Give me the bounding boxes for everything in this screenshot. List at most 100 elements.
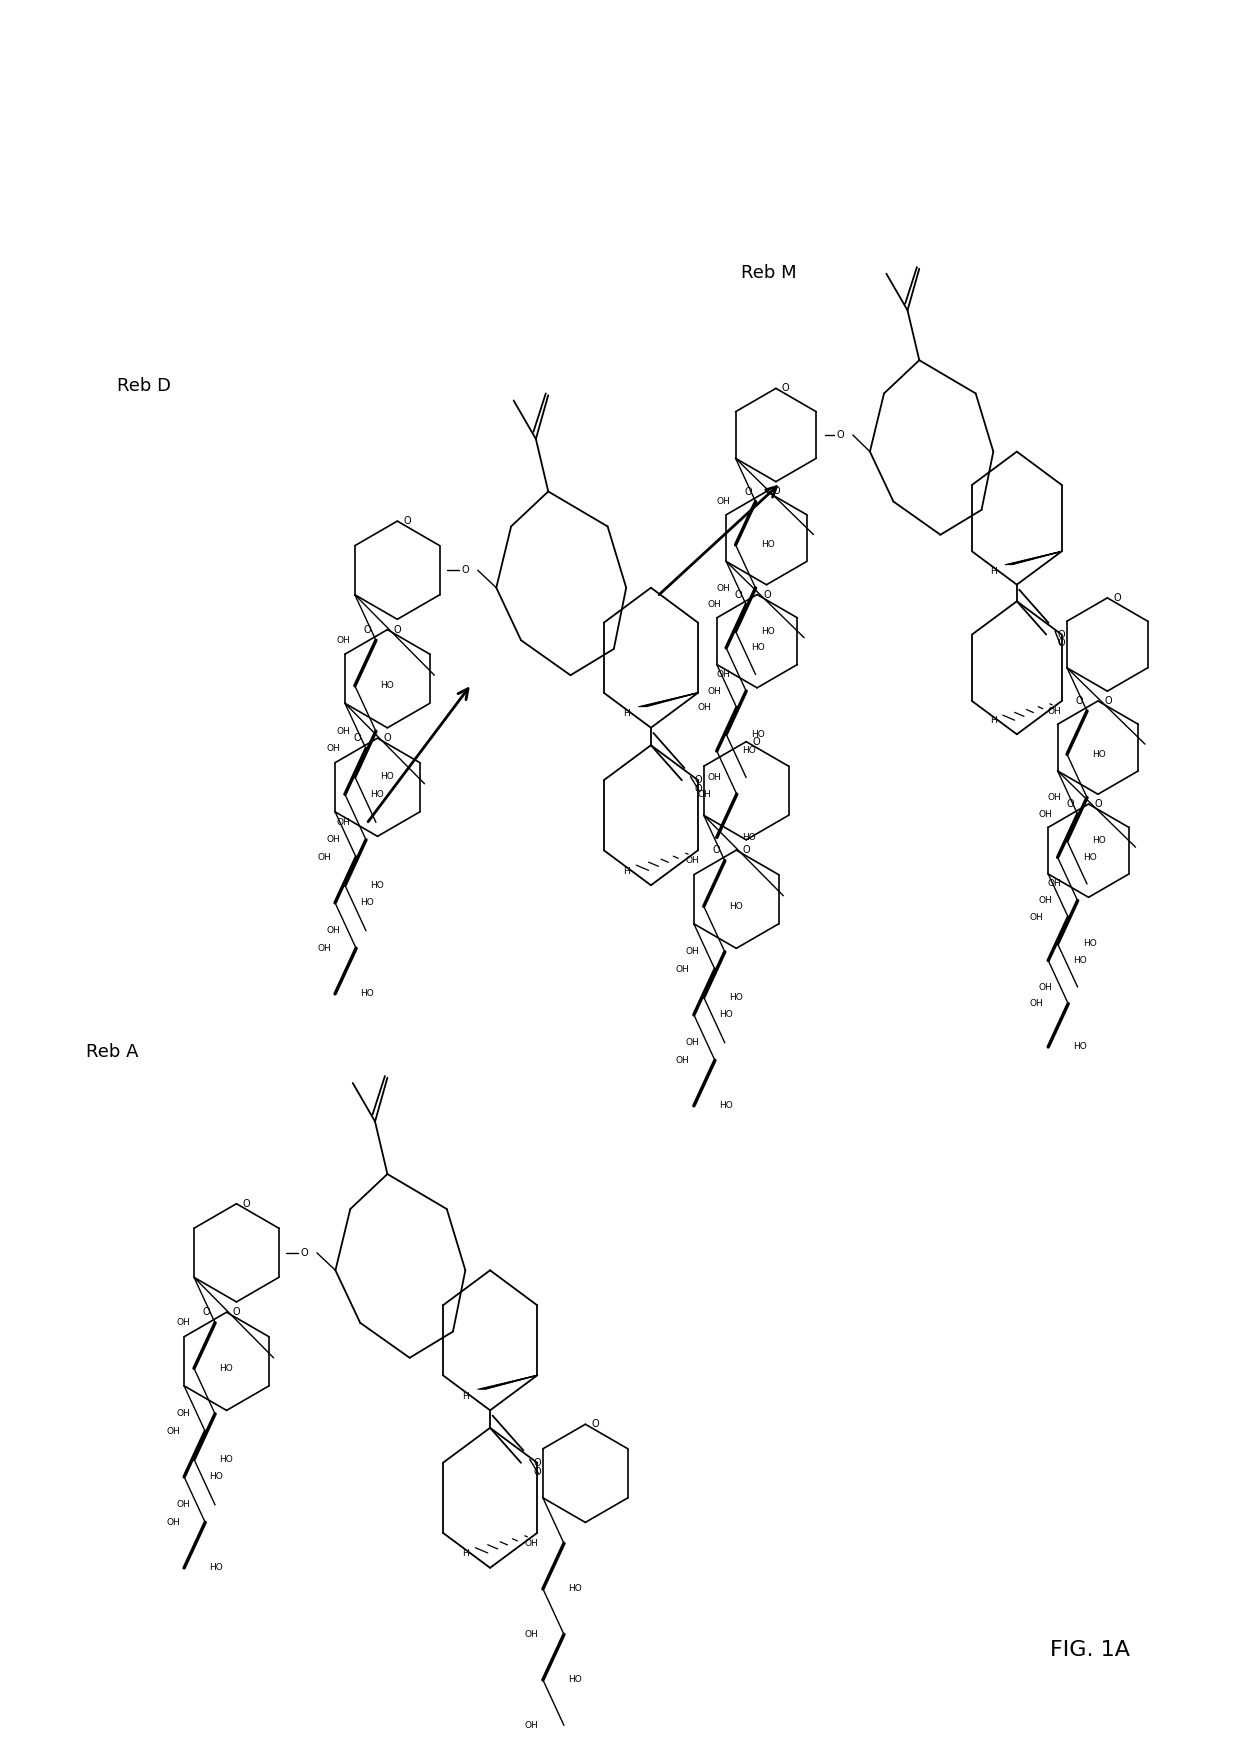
Text: OH: OH: [698, 703, 712, 712]
Text: OH: OH: [686, 1038, 699, 1047]
Text: OH: OH: [327, 834, 341, 845]
Text: OH: OH: [176, 1318, 190, 1327]
Text: OH: OH: [717, 670, 730, 678]
Text: OH: OH: [717, 584, 730, 593]
Text: OH: OH: [676, 964, 689, 975]
Text: HO: HO: [210, 1564, 223, 1572]
Text: O: O: [744, 487, 751, 496]
Text: H: H: [463, 1550, 469, 1558]
Text: OH: OH: [1039, 810, 1053, 819]
Text: HO: HO: [751, 643, 765, 652]
Text: O: O: [1104, 696, 1111, 706]
Text: HO: HO: [742, 747, 756, 756]
Text: OH: OH: [1048, 706, 1061, 715]
Text: O: O: [591, 1420, 599, 1429]
Text: OH: OH: [525, 1539, 538, 1548]
Text: OH: OH: [327, 745, 341, 754]
Text: HO: HO: [729, 992, 743, 1001]
Text: HO: HO: [568, 1676, 582, 1685]
Text: HO: HO: [381, 773, 394, 782]
Text: O: O: [694, 784, 702, 794]
Text: OH: OH: [698, 789, 712, 799]
Text: O: O: [1095, 799, 1102, 810]
Text: HO: HO: [210, 1473, 223, 1481]
Text: O: O: [1075, 696, 1084, 706]
Text: O: O: [243, 1199, 250, 1210]
Text: OH: OH: [1039, 896, 1053, 905]
Text: H: H: [622, 710, 630, 719]
Text: O: O: [743, 845, 750, 855]
Text: HO: HO: [361, 898, 374, 908]
Text: HO: HO: [361, 989, 374, 997]
Text: OH: OH: [1039, 983, 1053, 992]
Text: OH: OH: [337, 636, 351, 645]
Text: O: O: [773, 486, 780, 496]
Text: O: O: [353, 733, 361, 743]
Text: OH: OH: [337, 727, 351, 736]
Text: HO: HO: [742, 833, 756, 841]
Text: OH: OH: [707, 600, 720, 608]
Text: HO: HO: [371, 791, 384, 799]
Text: O: O: [782, 384, 790, 393]
Text: HO: HO: [729, 901, 743, 912]
Text: HO: HO: [219, 1455, 233, 1464]
Text: O: O: [363, 624, 371, 635]
Text: O: O: [533, 1467, 541, 1476]
Text: O: O: [383, 733, 391, 743]
Text: O: O: [694, 775, 702, 785]
Text: O: O: [837, 429, 844, 440]
Text: HO: HO: [751, 729, 765, 738]
Text: HO: HO: [1083, 854, 1096, 862]
Text: O: O: [753, 736, 760, 747]
Text: OH: OH: [317, 943, 331, 954]
Text: HO: HO: [219, 1364, 233, 1373]
Text: OH: OH: [176, 1501, 190, 1509]
Text: O: O: [1058, 638, 1065, 649]
Text: O: O: [461, 564, 469, 575]
Text: HO: HO: [1083, 940, 1096, 948]
Text: Reb D: Reb D: [117, 377, 171, 396]
Text: Reb M: Reb M: [740, 263, 796, 282]
Text: OH: OH: [717, 498, 730, 507]
Text: O: O: [403, 515, 410, 526]
Text: HO: HO: [719, 1010, 733, 1018]
Text: O: O: [763, 589, 771, 600]
Text: OH: OH: [676, 1055, 689, 1064]
Text: FIG. 1A: FIG. 1A: [1050, 1641, 1130, 1660]
Text: HO: HO: [381, 682, 394, 691]
Text: OH: OH: [686, 855, 699, 866]
Text: O: O: [1114, 593, 1121, 603]
Text: OH: OH: [337, 819, 351, 827]
Text: O: O: [300, 1248, 309, 1259]
Text: O: O: [233, 1308, 241, 1317]
Text: H: H: [622, 866, 630, 876]
Text: OH: OH: [1048, 880, 1061, 889]
Text: OH: OH: [525, 1630, 538, 1639]
Text: O: O: [735, 589, 743, 600]
Text: HO: HO: [1092, 750, 1106, 759]
Text: HO: HO: [1074, 955, 1087, 964]
Text: O: O: [1058, 629, 1065, 640]
Text: OH: OH: [707, 773, 720, 782]
Text: OH: OH: [166, 1518, 180, 1527]
Text: HO: HO: [1092, 836, 1106, 845]
Text: OH: OH: [525, 1721, 538, 1730]
Text: O: O: [1066, 799, 1074, 810]
Text: OH: OH: [1048, 792, 1061, 803]
Text: HO: HO: [1074, 1043, 1087, 1052]
Text: OH: OH: [317, 852, 331, 862]
Text: H: H: [990, 717, 997, 726]
Text: O: O: [202, 1308, 211, 1317]
Text: OH: OH: [707, 687, 720, 696]
Text: O: O: [533, 1458, 541, 1467]
Text: HO: HO: [761, 540, 775, 549]
Text: OH: OH: [1029, 999, 1043, 1008]
Text: H: H: [990, 566, 997, 575]
Text: H: H: [463, 1392, 469, 1401]
Text: OH: OH: [327, 926, 341, 936]
Text: O: O: [712, 845, 720, 855]
Text: O: O: [393, 624, 401, 635]
Text: OH: OH: [166, 1427, 180, 1436]
Text: HO: HO: [568, 1585, 582, 1593]
Text: HO: HO: [719, 1101, 733, 1110]
